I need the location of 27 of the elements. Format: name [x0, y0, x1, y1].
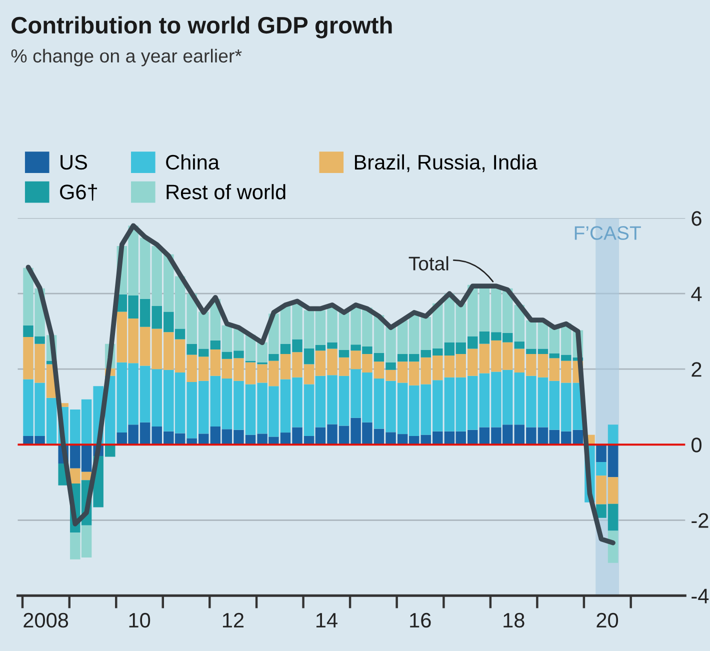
y-tick-label: 6 — [692, 211, 702, 226]
bar — [386, 362, 396, 370]
x-tick-label: 14 — [316, 613, 338, 628]
y-tick-label: 4 — [691, 286, 702, 302]
x-tick-label: 2008 — [24, 612, 68, 628]
y-tick-label: 0 — [692, 438, 702, 452]
legend-label: US — [60, 154, 87, 170]
chart-subtitle: % change on a year earlier* — [11, 48, 242, 66]
x-tick-label: 10 — [129, 612, 150, 628]
x-tick-label: 12 — [222, 612, 244, 628]
x-tick-label: 18 — [504, 612, 524, 628]
y-tick-label: 2 — [692, 362, 702, 377]
chart-title: Contribution to world GDP growth — [12, 16, 392, 38]
y-tick-label: -2 — [692, 513, 708, 528]
bar — [608, 424, 618, 445]
legend-label: Brazil, Russia, India — [354, 154, 538, 172]
band-label: F’CAST — [574, 226, 641, 240]
bar — [514, 342, 525, 349]
bar — [210, 340, 221, 350]
x-tick-label: 16 — [410, 612, 431, 628]
legend-label: G6† — [60, 184, 97, 201]
legend-label: China — [166, 154, 220, 170]
y-tick-label: -4 — [692, 588, 709, 604]
x-tick-label: 20 — [596, 612, 618, 628]
bar — [268, 354, 279, 361]
series-label: Total — [408, 256, 448, 270]
legend-label: Rest of world — [166, 184, 286, 200]
